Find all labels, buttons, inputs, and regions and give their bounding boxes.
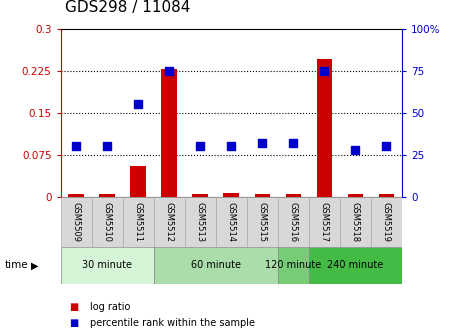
Bar — [61, 247, 154, 284]
Point — [321, 68, 328, 73]
Text: ▶: ▶ — [31, 260, 39, 270]
Point — [166, 68, 173, 73]
Bar — [278, 197, 309, 247]
Bar — [61, 197, 92, 247]
Bar — [317, 59, 332, 197]
Point — [104, 143, 111, 149]
Point — [73, 143, 80, 149]
Point — [259, 140, 266, 145]
Bar — [247, 197, 278, 247]
Text: 60 minute: 60 minute — [191, 260, 241, 270]
Text: 240 minute: 240 minute — [327, 260, 383, 270]
Text: time: time — [4, 260, 28, 270]
Bar — [68, 194, 84, 197]
Text: 120 minute: 120 minute — [265, 260, 321, 270]
Text: GDS298 / 11084: GDS298 / 11084 — [65, 0, 190, 15]
Text: GSM5510: GSM5510 — [103, 202, 112, 242]
Bar — [130, 166, 146, 197]
Text: log ratio: log ratio — [90, 302, 130, 312]
Text: GSM5513: GSM5513 — [196, 202, 205, 242]
Bar — [379, 194, 394, 197]
Point — [290, 140, 297, 145]
Bar — [278, 247, 309, 284]
Bar — [309, 197, 340, 247]
Bar — [309, 247, 402, 284]
Bar — [216, 197, 247, 247]
Text: GSM5516: GSM5516 — [289, 202, 298, 242]
Text: ■: ■ — [70, 318, 79, 328]
Bar — [286, 194, 301, 197]
Bar — [371, 197, 402, 247]
Text: GSM5509: GSM5509 — [72, 202, 81, 242]
Bar — [255, 194, 270, 197]
Bar — [162, 69, 177, 197]
Point — [197, 143, 204, 149]
Text: GSM5518: GSM5518 — [351, 202, 360, 242]
Text: GSM5511: GSM5511 — [134, 202, 143, 242]
Bar — [340, 197, 371, 247]
Text: GSM5515: GSM5515 — [258, 202, 267, 242]
Point — [352, 147, 359, 152]
Text: GSM5514: GSM5514 — [227, 202, 236, 242]
Text: GSM5519: GSM5519 — [382, 202, 391, 242]
Text: ■: ■ — [70, 302, 79, 312]
Point — [135, 101, 142, 107]
Bar — [123, 197, 154, 247]
Text: GSM5517: GSM5517 — [320, 202, 329, 242]
Text: GSM5512: GSM5512 — [165, 202, 174, 242]
Bar — [185, 197, 216, 247]
Bar — [92, 197, 123, 247]
Point — [228, 143, 235, 149]
Bar — [99, 194, 115, 197]
Bar — [154, 197, 185, 247]
Bar — [154, 247, 278, 284]
Bar — [224, 193, 239, 197]
Bar — [348, 194, 363, 197]
Text: 30 minute: 30 minute — [82, 260, 132, 270]
Text: percentile rank within the sample: percentile rank within the sample — [90, 318, 255, 328]
Bar — [193, 194, 208, 197]
Point — [383, 143, 390, 149]
